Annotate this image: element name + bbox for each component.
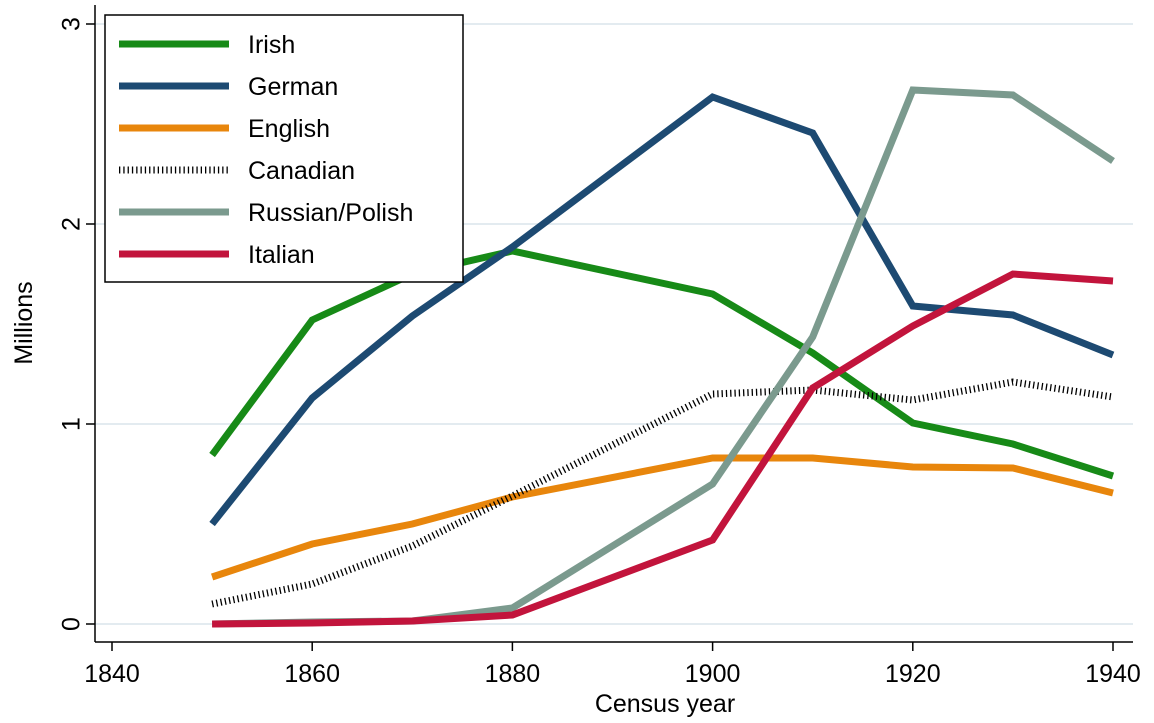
x-tick-label: 1840 — [84, 660, 140, 688]
series-line — [212, 270, 1114, 628]
legend-label: Italian — [248, 241, 315, 269]
series-line — [209, 93, 1115, 527]
x-tick-label: 1860 — [284, 660, 340, 688]
y-tick-label: 1 — [58, 417, 86, 431]
series-line — [209, 247, 1115, 480]
x-tick-label: 1940 — [1085, 660, 1141, 688]
x-tick-label: 1900 — [685, 660, 741, 688]
x-axis-label: Census year — [595, 690, 735, 718]
legend-label: English — [248, 115, 330, 143]
y-tick-label: 2 — [58, 217, 86, 231]
y-tick-label: 3 — [58, 17, 86, 31]
legend-label: Russian/Polish — [248, 199, 413, 227]
legend-label: Canadian — [248, 157, 355, 185]
series-line — [211, 378, 1114, 608]
y-tick-label: 0 — [58, 617, 86, 631]
legend-label: German — [248, 73, 338, 101]
series-line — [211, 454, 1114, 581]
x-tick-label: 1880 — [485, 660, 541, 688]
legend-box — [104, 14, 464, 283]
legend-label: Irish — [248, 31, 295, 59]
x-tick-label: 1920 — [885, 660, 941, 688]
y-axis-label: Millions — [10, 281, 38, 364]
